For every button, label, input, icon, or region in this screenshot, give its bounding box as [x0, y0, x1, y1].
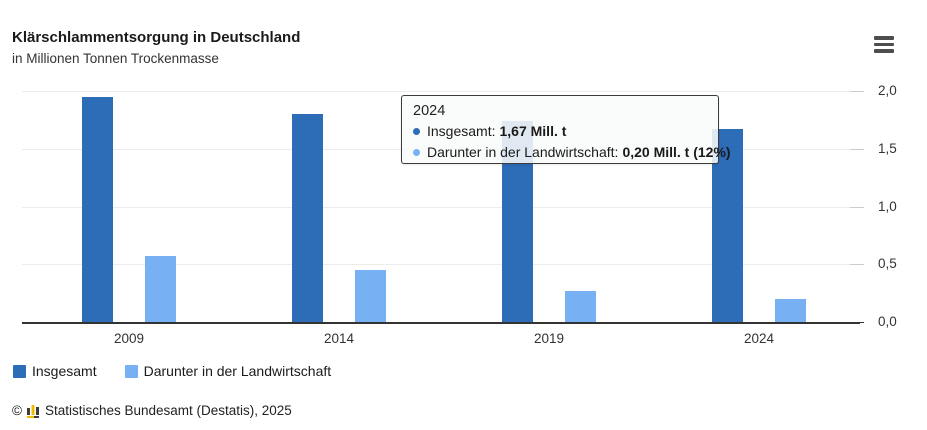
- x-axis-line: [22, 322, 860, 324]
- menu-bar: [874, 42, 894, 47]
- legend-swatch-icon: [13, 364, 26, 378]
- source-line: © Statistisches Bundesamt (Destatis), 20…: [12, 403, 292, 418]
- menu-bar: [874, 36, 894, 40]
- tooltip-value: 0,20 Mill. t (12%): [622, 144, 731, 160]
- y-axis-tick: [850, 264, 864, 265]
- source-text: Statistisches Bundesamt (Destatis), 2025: [44, 403, 292, 418]
- tooltip-label: Darunter in der Landwirtschaft:: [427, 144, 619, 160]
- bar-landwirtschaft-2019[interactable]: [565, 291, 596, 322]
- bar-landwirtschaft-2009[interactable]: [145, 256, 176, 322]
- bar-insgesamt-2014[interactable]: [292, 114, 323, 322]
- y-axis-tick: [850, 149, 864, 150]
- hamburger-menu-icon[interactable]: [874, 35, 898, 57]
- tooltip-value: 1,67 Mill. t: [499, 123, 567, 139]
- legend-item-landwirtschaft[interactable]: Darunter in der Landwirtschaft: [124, 363, 332, 379]
- bar-landwirtschaft-2014[interactable]: [355, 270, 386, 322]
- chart-subtitle: in Millionen Tonnen Trockenmasse: [12, 51, 219, 66]
- destatis-logo-icon: [26, 404, 39, 418]
- tooltip-row-landwirtschaft: Darunter in der Landwirtschaft: 0,20 Mil…: [413, 142, 731, 163]
- legend-item-insgesamt[interactable]: Insgesamt: [13, 363, 97, 379]
- series-bullet-icon: [413, 128, 420, 135]
- series-bullet-icon: [413, 149, 420, 156]
- x-axis-label-2009: 2009: [113, 331, 145, 346]
- legend-swatch-icon: [124, 364, 138, 378]
- copyright-symbol: ©: [12, 403, 22, 418]
- gridline: [22, 91, 860, 92]
- gridline: [22, 264, 860, 265]
- tooltip-year: 2024: [413, 103, 446, 119]
- bar-landwirtschaft-2024[interactable]: [775, 299, 806, 322]
- bar-insgesamt-2009[interactable]: [82, 97, 113, 322]
- y-axis-tick: [850, 207, 864, 208]
- gridline: [22, 207, 860, 208]
- chart-title: Klärschlammentsorgung in Deutschland: [12, 29, 301, 46]
- y-axis-label: 1,0: [878, 199, 897, 214]
- y-axis-tick: [850, 91, 864, 92]
- chart-tooltip: 2024 Insgesamt: 1,67 Mill. t Darunter in…: [401, 95, 731, 164]
- y-axis-label: 2,0: [878, 83, 897, 98]
- legend: Insgesamt Darunter in der Landwirtschaft: [13, 363, 331, 379]
- y-axis-label: 0,0: [878, 314, 897, 329]
- y-axis-label: 1,5: [878, 141, 897, 156]
- menu-bar: [874, 49, 894, 53]
- x-axis-label-2014: 2014: [323, 331, 355, 346]
- y-axis-label: 0,5: [878, 256, 897, 271]
- legend-label: Insgesamt: [32, 363, 97, 379]
- x-axis-label-2024: 2024: [743, 331, 775, 346]
- legend-label: Darunter in der Landwirtschaft: [143, 363, 332, 379]
- tooltip-label: Insgesamt:: [427, 123, 496, 139]
- tooltip-row-insgesamt: Insgesamt: 1,67 Mill. t: [413, 121, 706, 142]
- x-axis-label-2019: 2019: [533, 331, 565, 346]
